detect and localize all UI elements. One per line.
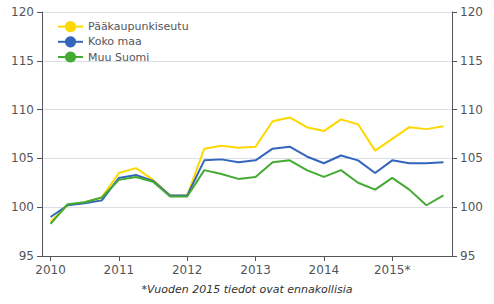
svg-text:110: 110 [460,103,483,117]
svg-text:2013: 2013 [240,263,271,277]
svg-text:2012: 2012 [172,263,203,277]
svg-text:120: 120 [460,5,483,19]
svg-text:95: 95 [460,249,475,263]
svg-text:Koko maa: Koko maa [88,35,142,48]
svg-text:95: 95 [19,249,34,263]
svg-text:2011: 2011 [104,263,135,277]
svg-text:100: 100 [11,200,34,214]
svg-text:Pääkaupunkiseutu: Pääkaupunkiseutu [88,20,189,33]
svg-text:2015*: 2015* [374,263,411,277]
svg-text:100: 100 [460,200,483,214]
svg-text:2010: 2010 [35,263,66,277]
svg-text:Muu Suomi: Muu Suomi [88,51,149,64]
svg-text:115: 115 [460,54,483,68]
svg-text:*Vuoden 2015 tiedot ovat ennak: *Vuoden 2015 tiedot ovat ennakollisia [142,283,353,296]
svg-text:105: 105 [460,151,483,165]
svg-text:2014: 2014 [309,263,340,277]
svg-text:115: 115 [11,54,34,68]
svg-text:105: 105 [11,151,34,165]
svg-text:110: 110 [11,103,34,117]
svg-text:120: 120 [11,5,34,19]
